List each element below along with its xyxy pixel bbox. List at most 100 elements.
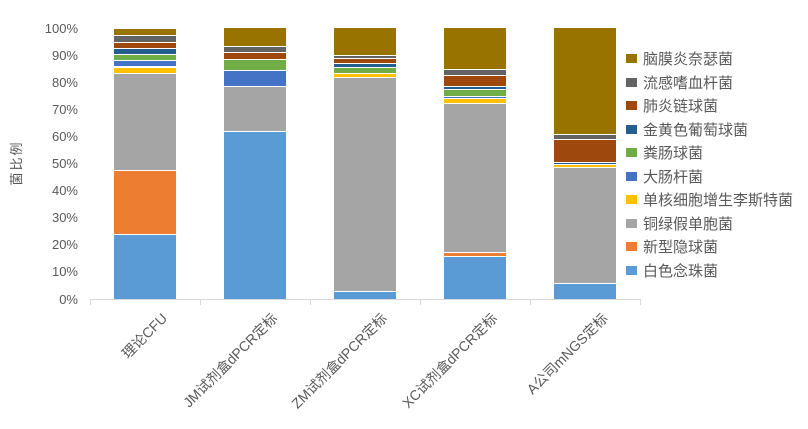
y-tick-label: 60% bbox=[51, 128, 78, 144]
bar-segment-粪肠球菌 bbox=[334, 67, 396, 73]
legend-label: 金黄色葡萄球菌 bbox=[643, 121, 749, 139]
legend-item-肺炎链球菌: 肺炎链球菌 bbox=[626, 94, 793, 118]
y-tick-label: 20% bbox=[51, 237, 78, 253]
bar-segment-大肠杆菌 bbox=[444, 95, 506, 99]
bar-segment-单核细胞增生李斯特菌 bbox=[554, 164, 616, 167]
legend-label: 大肠杆菌 bbox=[643, 168, 704, 186]
legend-label: 铜绿假单胞菌 bbox=[643, 215, 734, 233]
legend-item-脑膜炎奈瑟菌: 脑膜炎奈瑟菌 bbox=[626, 47, 793, 71]
legend-label: 新型隐球菌 bbox=[643, 239, 719, 257]
bar-segment-肺炎链球菌 bbox=[224, 52, 286, 60]
bar-segment-金黄色葡萄球菌 bbox=[444, 85, 506, 89]
bar-segment-流感嗜血杆菌 bbox=[554, 133, 616, 140]
legend-item-流感嗜血杆菌: 流感嗜血杆菌 bbox=[626, 71, 793, 95]
bar-segment-新型隐球菌 bbox=[444, 251, 506, 256]
bar-segment-铜绿假单胞菌 bbox=[554, 166, 616, 283]
y-tick-label: 30% bbox=[51, 210, 78, 226]
legend-label: 流感嗜血杆菌 bbox=[643, 74, 734, 92]
x-axis-tick bbox=[310, 299, 311, 305]
bar-segment-大肠杆菌 bbox=[114, 60, 176, 67]
legend-label: 白色念珠菌 bbox=[643, 262, 719, 280]
bar-segment-铜绿假单胞菌 bbox=[444, 102, 506, 252]
legend-item-新型隐球菌: 新型隐球菌 bbox=[626, 235, 793, 259]
bar-segment-单核细胞增生李斯特菌 bbox=[114, 66, 176, 73]
legend-swatch-icon bbox=[626, 218, 637, 228]
x-axis-tick bbox=[420, 299, 421, 305]
bar-segment-脑膜炎奈瑟菌 bbox=[444, 28, 506, 69]
bar-segment-流感嗜血杆菌 bbox=[444, 68, 506, 75]
bar-segment-新型隐球菌 bbox=[114, 170, 176, 234]
legend-swatch-icon bbox=[626, 171, 637, 181]
legend-swatch-icon bbox=[626, 54, 637, 64]
legend-item-白色念珠菌: 白色念珠菌 bbox=[626, 259, 793, 283]
bar-segment-肺炎链球菌 bbox=[444, 74, 506, 86]
bar-segment-单核细胞增生李斯特菌 bbox=[334, 72, 396, 77]
bar-segment-金黄色葡萄球菌 bbox=[334, 63, 396, 68]
bar-segment-肺炎链球菌 bbox=[334, 57, 396, 64]
legend-label: 脑膜炎奈瑟菌 bbox=[643, 51, 734, 69]
bar-segment-白色念珠菌 bbox=[334, 290, 396, 299]
bar-segment-铜绿假单胞菌 bbox=[224, 86, 286, 131]
bar-segment-流感嗜血杆菌 bbox=[114, 35, 176, 42]
y-tick-label: 0% bbox=[59, 291, 78, 307]
x-category-label: JM试剂盒dPCR定标 bbox=[179, 310, 281, 411]
x-axis-tick bbox=[640, 299, 641, 305]
bar-segment-脑膜炎奈瑟菌 bbox=[334, 28, 396, 56]
bar-segment-金黄色葡萄球菌 bbox=[554, 162, 616, 165]
x-axis-tick bbox=[200, 299, 201, 305]
legend-item-大肠杆菌: 大肠杆菌 bbox=[626, 165, 793, 189]
legend-swatch-icon bbox=[626, 124, 637, 134]
y-tick-label: 50% bbox=[51, 156, 78, 171]
plot-area bbox=[90, 28, 641, 305]
bar-segment-金黄色葡萄球菌 bbox=[114, 47, 176, 55]
legend: 脑膜炎奈瑟菌 流感嗜血杆菌 肺炎链球菌金黄色葡萄球菌 粪肠球菌大肠杆菌单核细胞增生李斯… bbox=[626, 47, 793, 282]
x-axis-tick bbox=[530, 299, 531, 305]
legend-item-金黄色葡萄球菌: 金黄色葡萄球菌 bbox=[626, 118, 793, 142]
bar-segment-白色念珠菌 bbox=[224, 130, 286, 299]
y-tick-label: 10% bbox=[51, 264, 78, 280]
x-category-label: ZM试剂盒dPCR定标 bbox=[288, 310, 391, 412]
bar-segment-白色念珠菌 bbox=[114, 233, 176, 299]
bar-segment-肺炎链球菌 bbox=[554, 139, 616, 163]
legend-label: 单核细胞增生李斯特菌 bbox=[643, 192, 794, 210]
bar-segment-脑膜炎奈瑟菌 bbox=[224, 28, 286, 46]
x-axis-tick bbox=[90, 299, 91, 305]
legend-item-铜绿假单胞菌: 铜绿假单胞菌 bbox=[626, 212, 793, 236]
bar-segment-铜绿假单胞菌 bbox=[114, 72, 176, 171]
x-category-label: A公司mNGS定标 bbox=[523, 310, 611, 398]
legend-label: 肺炎链球菌 bbox=[643, 98, 719, 116]
legend-swatch-icon bbox=[626, 265, 637, 275]
x-category-label: 理论CFU bbox=[118, 310, 171, 362]
bar-理论CFU bbox=[114, 28, 176, 299]
y-tick-label: 100% bbox=[44, 20, 78, 36]
y-tick-label: 40% bbox=[51, 183, 78, 199]
bar-segment-单核细胞增生李斯特菌 bbox=[444, 98, 506, 103]
y-tick-label: 70% bbox=[51, 101, 78, 117]
y-tick-label: 80% bbox=[51, 74, 78, 90]
bar-segment-白色念珠菌 bbox=[444, 255, 506, 299]
bar-segment-流感嗜血杆菌 bbox=[224, 45, 286, 53]
bar-XC试剂盒dPCR定标 bbox=[444, 28, 506, 299]
bar-segment-铜绿假单胞菌 bbox=[334, 76, 396, 291]
bar-segment-肺炎链球菌 bbox=[114, 41, 176, 48]
legend-item-粪肠球菌: 粪肠球菌 bbox=[626, 141, 793, 165]
legend-label: 粪肠球菌 bbox=[643, 145, 704, 163]
legend-swatch-icon bbox=[626, 242, 637, 252]
bar-segment-粪肠球菌 bbox=[444, 88, 506, 96]
legend-swatch-icon bbox=[626, 148, 637, 158]
bar-segment-粪肠球菌 bbox=[114, 54, 176, 61]
legend-swatch-icon bbox=[626, 101, 637, 111]
bar-segment-大肠杆菌 bbox=[224, 70, 286, 87]
bar-ZM试剂盒dPCR定标 bbox=[334, 28, 396, 299]
bar-segment-粪肠球菌 bbox=[224, 59, 286, 71]
bar-segment-白色念珠菌 bbox=[554, 282, 616, 299]
legend-swatch-icon bbox=[626, 195, 637, 205]
bar-segment-脑膜炎奈瑟菌 bbox=[114, 28, 176, 36]
bar-segment-流感嗜血杆菌 bbox=[334, 55, 396, 58]
bar-JM试剂盒dPCR定标 bbox=[224, 28, 286, 299]
y-tick-label: 90% bbox=[51, 47, 78, 63]
bar-A公司mNGS定标 bbox=[554, 28, 616, 299]
legend-swatch-icon bbox=[626, 77, 637, 87]
bar-segment-脑膜炎奈瑟菌 bbox=[554, 28, 616, 134]
